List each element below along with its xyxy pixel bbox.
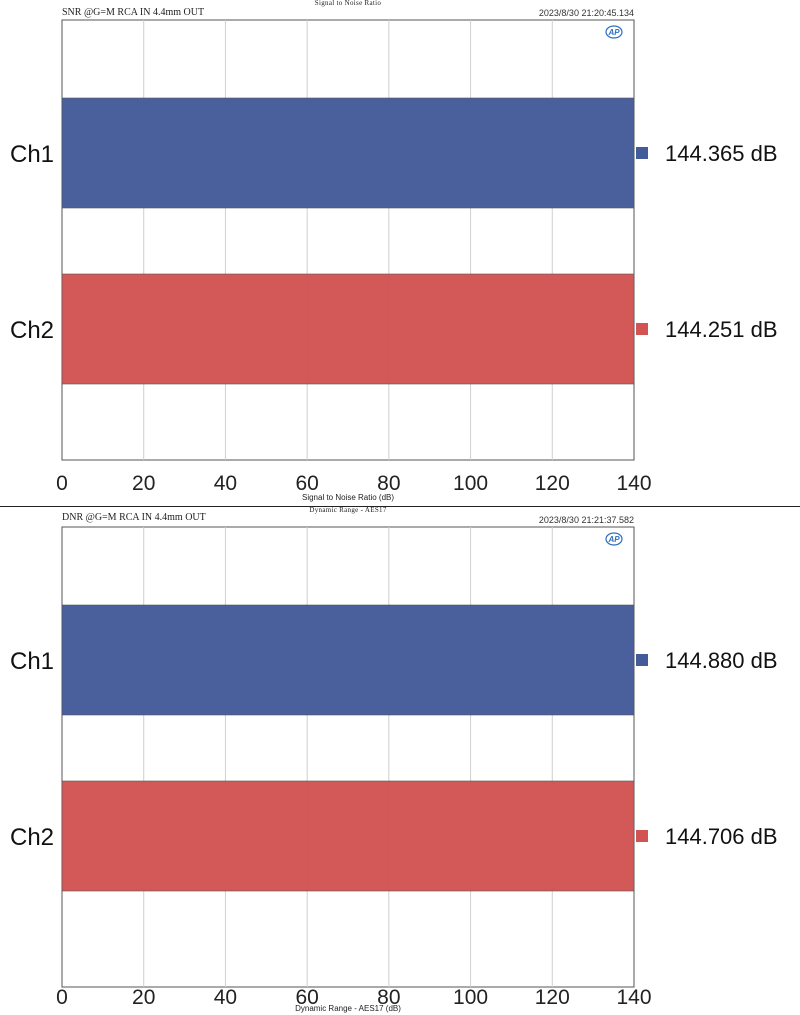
logo-ring [605,25,623,39]
x-tick-label: 0 [56,986,68,1009]
x-axis-label: Signal to Noise Ratio (dB) [301,493,395,502]
data-label: 144.365 dB [665,141,778,166]
data-label: 144.251 dB [665,317,778,342]
x-tick-label: 120 [535,986,570,1009]
audio-precision-logo-icon: AP [605,532,623,546]
chart-timestamp: 2023/8/30 21:20:45.134 [538,8,634,18]
legend-swatch [636,323,648,335]
x-axis-label: Dynamic Range - AES17 (dB) [295,1004,401,1013]
x-tick-label: 40 [214,472,237,495]
category-label: Ch2 [10,824,54,851]
chart-svg-dnr: Ch1 144.880 dB Ch2 144.706 dB 0 20 40 60 80 100 12… [10,526,778,1009]
x-tick-label: 40 [214,986,237,1009]
chart-svg-snr: Ch1 144.365 dB Ch2 144.251 dB 0 20 40 60 80 100 12… [10,19,778,495]
bar-ch1 [61,604,635,716]
plot-area [61,19,635,461]
chart-subtitle: DNR @G=M RCA IN 4.4mm OUT [62,512,206,523]
category-label: Ch1 [10,141,54,168]
legend-swatch [636,654,648,666]
x-tick-label: 20 [132,472,155,495]
x-tick-label: 80 [377,986,400,1009]
x-tick-label: 140 [616,986,651,1009]
bar-ch1 [61,97,635,209]
plot-area [61,526,635,988]
legend-swatch [636,830,648,842]
x-tick-label: 20 [132,986,155,1009]
legend-swatch [636,147,648,159]
logo-ring [605,532,623,546]
data-label: 144.706 dB [665,824,778,849]
x-tick-label: 60 [295,472,318,495]
x-tick-label: 120 [535,472,570,495]
chart-subtitle: SNR @G=M RCA IN 4.4mm OUT [62,7,205,18]
data-label: 144.880 dB [665,648,778,673]
x-tick-label: 100 [453,472,488,495]
x-tick-label: 60 [295,986,318,1009]
x-tick-label: 0 [56,472,68,495]
logo-text: AP [607,28,620,37]
chart-panel-dnr: DNR @G=M RCA IN 4.4mm OUT Dynamic Range … [0,507,800,1015]
chart-title: Signal to Noise Ratio [314,0,382,7]
chart-title: Dynamic Range - AES17 [309,506,387,514]
bar-ch2 [61,273,635,385]
audio-precision-logo-icon: AP [605,25,623,39]
bar-ch2 [61,780,635,892]
category-label: Ch2 [10,317,54,344]
category-label: Ch1 [10,648,54,675]
x-tick-label: 80 [377,472,400,495]
chart-timestamp: 2023/8/30 21:21:37.582 [538,515,634,525]
x-tick-label: 100 [453,986,488,1009]
logo-text: AP [607,535,620,544]
x-tick-label: 140 [616,472,651,495]
chart-panel-snr: SNR @G=M RCA IN 4.4mm OUT Signal to Nois… [0,0,800,507]
